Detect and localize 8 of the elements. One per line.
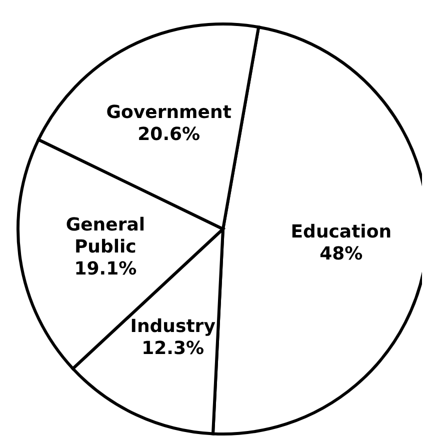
data-label: 19.1%: [74, 258, 137, 280]
slice-label: General Public: [66, 214, 146, 258]
slice-label: Government: [106, 102, 232, 123]
data-label: 12.3%: [142, 337, 204, 358]
data-label: 48%: [320, 242, 363, 264]
data-label: 20.6%: [138, 124, 200, 145]
slice-label: Industry: [130, 315, 216, 336]
slice-label: Education: [290, 220, 392, 242]
